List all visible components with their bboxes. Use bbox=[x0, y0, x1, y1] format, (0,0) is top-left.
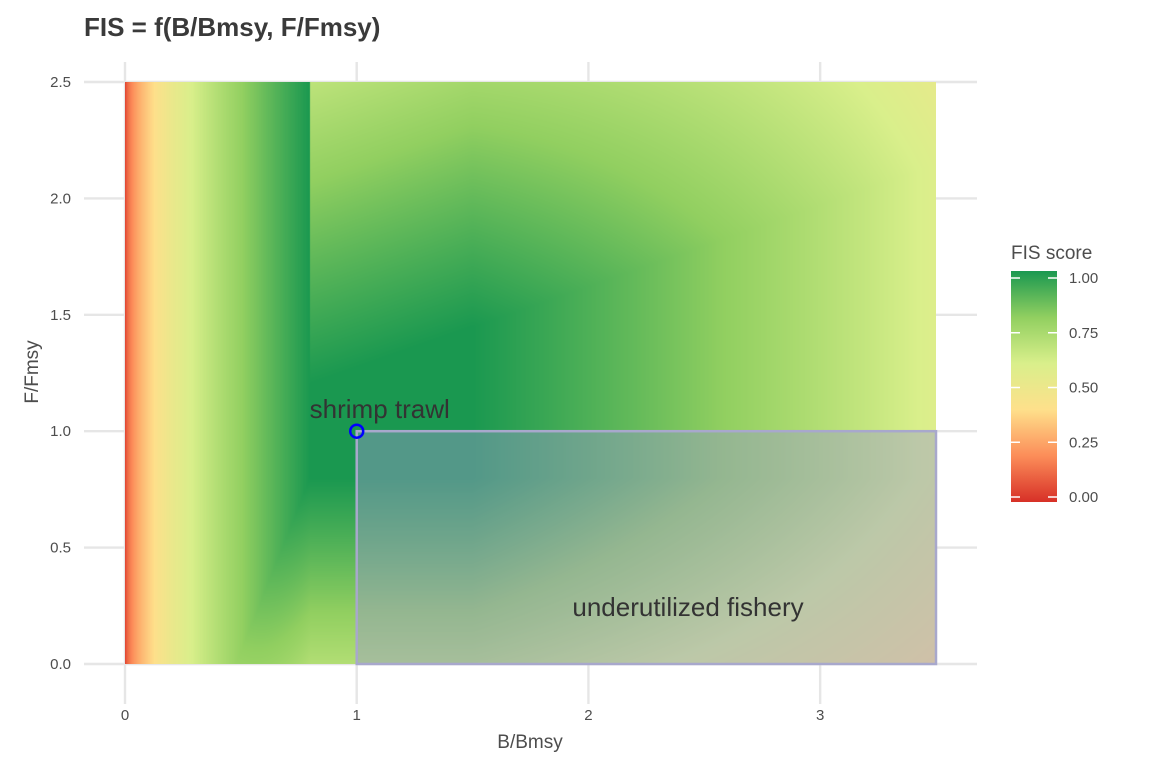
x-tick-label-2: 2 bbox=[584, 707, 592, 724]
y-tick-label-3: 1.5 bbox=[50, 307, 71, 324]
x-axis-ticks: 0 1 2 3 bbox=[121, 707, 824, 724]
point-label-0: shrimp trawl bbox=[310, 394, 450, 424]
y-tick-label-1: 0.5 bbox=[50, 540, 71, 557]
legend-tick-label-1: 0.25 bbox=[1069, 434, 1098, 451]
legend-tick-label-2: 0.50 bbox=[1069, 380, 1098, 397]
underutilized-region: underutilized fishery bbox=[355, 429, 938, 666]
y-tick-label-0: 0.0 bbox=[50, 656, 71, 673]
region-label-0: underutilized fishery bbox=[572, 592, 803, 622]
x-tick-label-0: 0 bbox=[121, 707, 129, 724]
x-axis-label: B/Bmsy bbox=[497, 732, 563, 753]
fis-heatmap bbox=[125, 82, 936, 664]
legend-tick-label-3: 0.75 bbox=[1069, 325, 1098, 342]
shrimp-trawl-point bbox=[348, 423, 365, 439]
y-tick-label-4: 2.0 bbox=[50, 190, 71, 207]
colorbar-ticks: 0.00 0.25 0.50 0.75 1.00 bbox=[1011, 270, 1098, 506]
y-tick-label-2: 1.0 bbox=[50, 423, 71, 440]
y-axis-label: F/Fmsy bbox=[22, 340, 43, 404]
legend-tick-label-4: 1.00 bbox=[1069, 270, 1098, 287]
chart-title: FIS = f(B/Bmsy, F/Fmsy) bbox=[84, 12, 380, 42]
x-tick-label-1: 1 bbox=[353, 707, 361, 724]
y-axis-ticks: 0.0 0.5 1.0 1.5 2.0 2.5 bbox=[50, 74, 71, 673]
x-tick-label-3: 3 bbox=[816, 707, 824, 724]
legend-tick-label-0: 0.00 bbox=[1069, 489, 1098, 506]
shrimp-trawl-point-group: shrimp trawl bbox=[310, 394, 450, 439]
colorbar bbox=[1011, 271, 1057, 502]
region-box-0 bbox=[355, 429, 938, 666]
legend-title: FIS score bbox=[1011, 243, 1092, 264]
y-tick-label-5: 2.5 bbox=[50, 74, 71, 91]
colorbar-legend: FIS score 0.00 0.25 0.50 0.75 1.00 bbox=[1011, 243, 1098, 506]
